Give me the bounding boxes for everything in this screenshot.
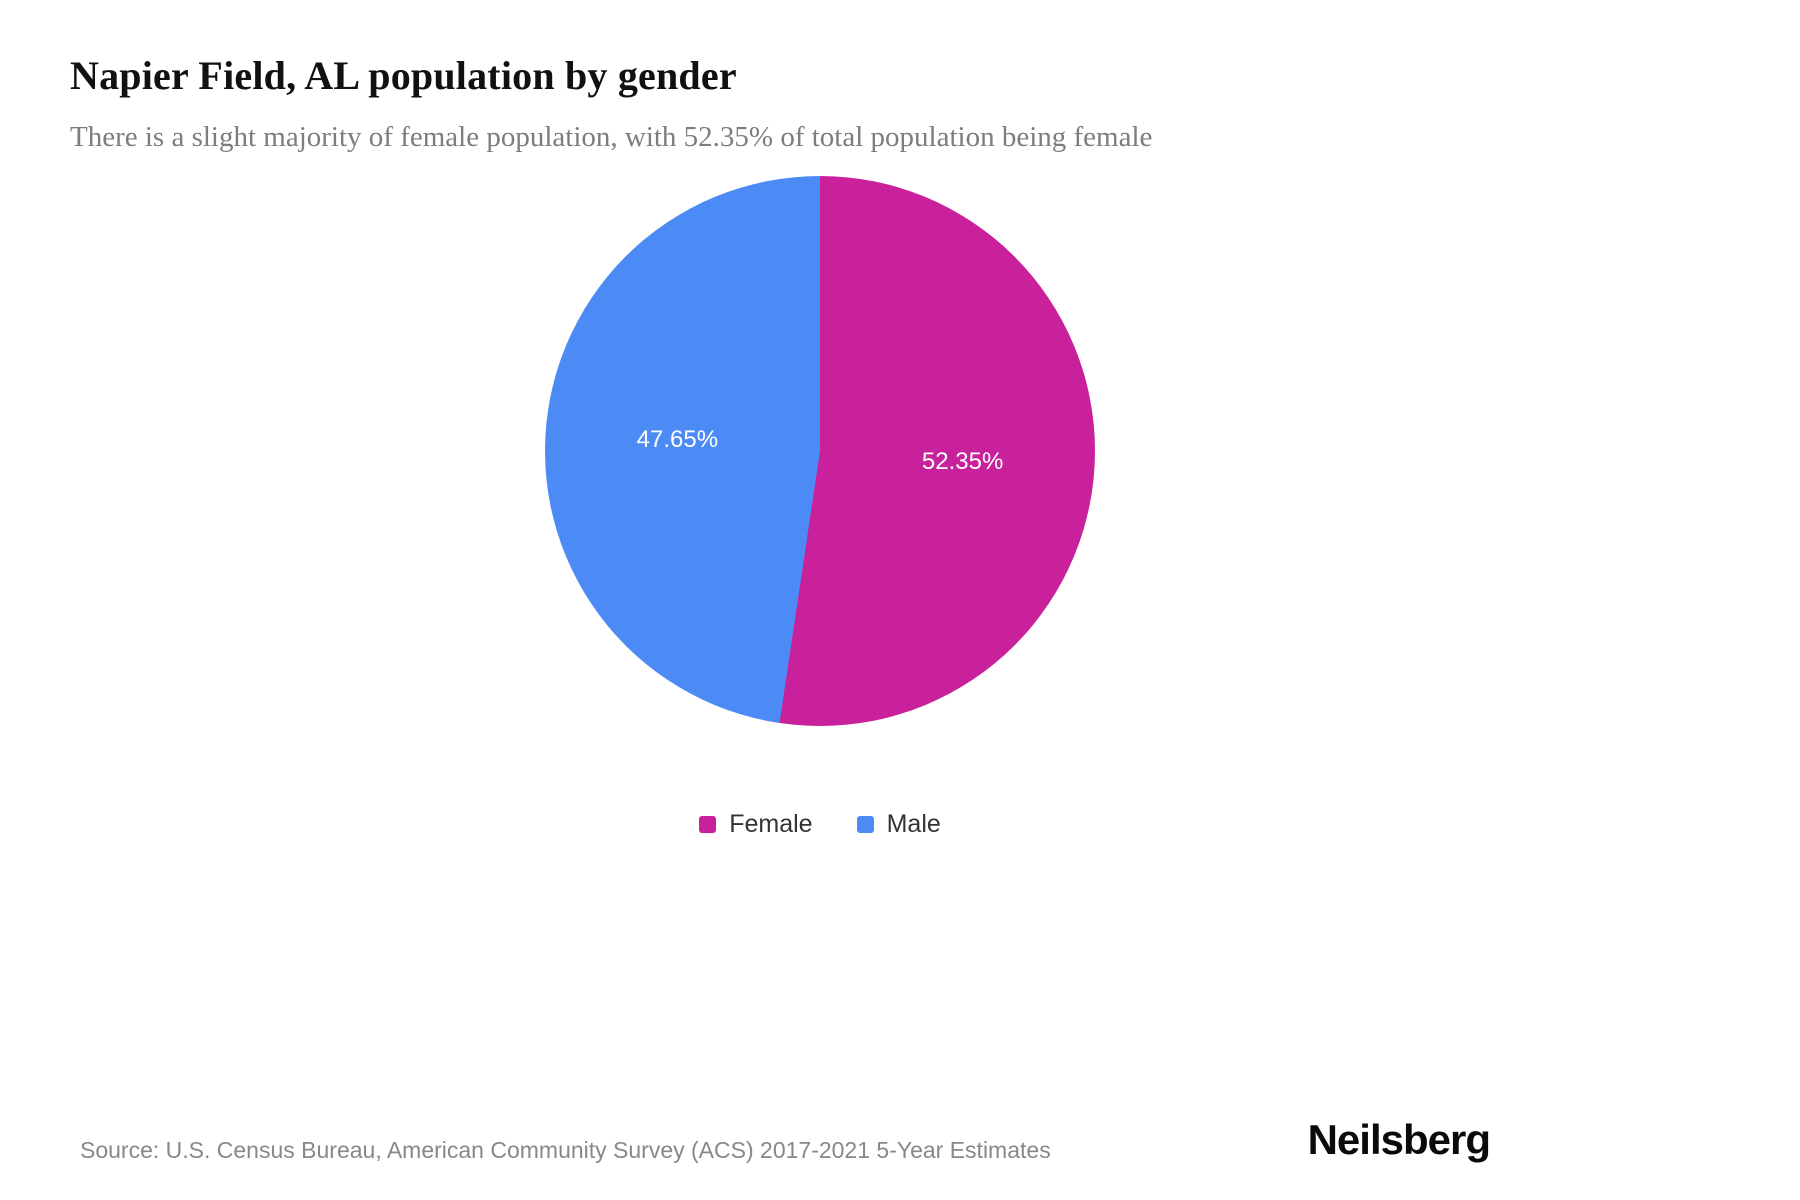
legend-item-female[interactable]: Female: [699, 810, 813, 839]
pie-chart[interactable]: 52.35% 47.65%: [545, 176, 1095, 726]
legend-swatch-male: [856, 816, 874, 833]
pie-chart-area: 52.35% 47.65% Female Male: [0, 176, 1800, 1116]
chart-legend: Female Male: [699, 810, 941, 839]
slice-label-female: 52.35%: [921, 447, 1004, 475]
legend-label: Female: [729, 810, 813, 838]
legend-swatch-female: [699, 816, 717, 833]
brand-logo: Neilsberg: [1307, 1116, 1491, 1163]
chart-subtitle: There is a slight majority of female pop…: [70, 121, 1153, 153]
slice-label-male: 47.65%: [636, 426, 719, 454]
legend-label: Male: [886, 810, 941, 838]
source-text: Source: U.S. Census Bureau, American Com…: [80, 1137, 1051, 1163]
chart-header: Napier Field, AL population by gender Th…: [0, 0, 1800, 154]
chart-footer: Source: U.S. Census Bureau, American Com…: [0, 1116, 1800, 1200]
chart-title: Napier Field, AL population by gender: [70, 53, 737, 98]
legend-item-male[interactable]: Male: [856, 810, 941, 839]
